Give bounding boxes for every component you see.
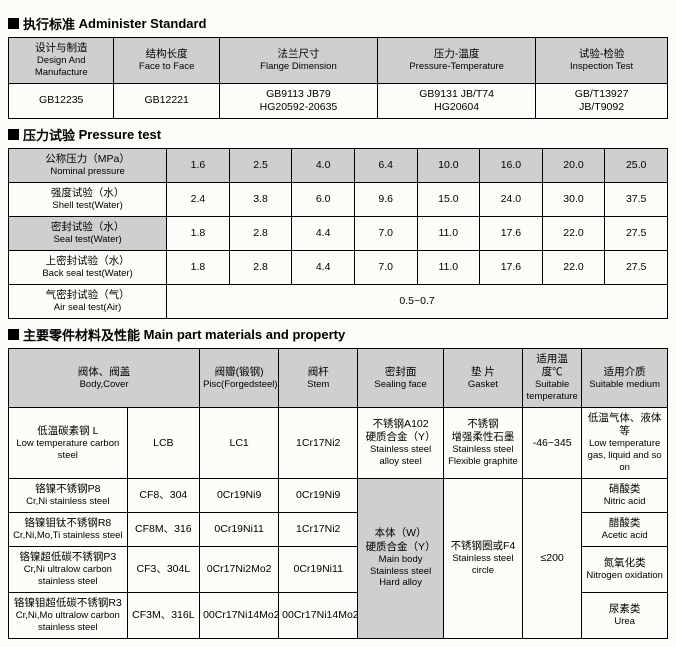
- row-label: 上密封试验（水）Back seal test(Water): [9, 251, 167, 285]
- cell: CF3M、316L: [127, 592, 199, 638]
- cell: 0Cr17Ni2Mo2: [200, 547, 279, 593]
- cell: 1.8: [167, 251, 230, 285]
- cell: 尿素类Urea: [582, 592, 668, 638]
- cell: 2.4: [167, 183, 230, 217]
- hdr-cell: 压力-温度Pressure-Temperature: [378, 38, 536, 84]
- row-label: 铬镍超低碳不锈钢P3Cr,Ni ultralow carbon stainles…: [9, 547, 128, 593]
- hdr-cell: 阀体、阀盖Body,Cover: [9, 349, 200, 408]
- cell: 不锈钢A102 硬质合金（Y）Stainless steel alloy ste…: [358, 408, 444, 479]
- cell: 4.4: [292, 251, 355, 285]
- administer-table: 设计与制造Design And Manufacture 结构长度Face to …: [8, 37, 668, 119]
- hdr-cell: 密封面Sealing face: [358, 349, 444, 408]
- hdr-cell: 结构长度Face to Face: [114, 38, 219, 84]
- row-label: 强度试验（水）Shell test(Water): [9, 183, 167, 217]
- cell: 11.0: [417, 251, 480, 285]
- title-cn: 主要零件材料及性能: [23, 325, 140, 344]
- cell: 00Cr17Ni14Mo2: [279, 592, 358, 638]
- cell: GB9113 JB79 HG20592-20635: [219, 83, 377, 118]
- cell: 3.8: [229, 183, 292, 217]
- cell: 7.0: [354, 217, 417, 251]
- cell: 硝酸类Nitric acid: [582, 479, 668, 513]
- cell: GB12221: [114, 83, 219, 118]
- cell: CF3、304L: [127, 547, 199, 593]
- cell: 不锈钢 增强柔性石墨Stainless steel Flexible graph…: [443, 408, 522, 479]
- section-title-materials: 主要零件材料及性能 Main part materials and proper…: [8, 325, 668, 344]
- cell: 1.8: [167, 217, 230, 251]
- cell: 16.0: [480, 149, 543, 183]
- cell: 22.0: [542, 217, 605, 251]
- cell: 27.5: [605, 217, 668, 251]
- cell: 30.0: [542, 183, 605, 217]
- title-en: Pressure test: [79, 127, 161, 142]
- row-label: 密封试验（水）Seal test(Water): [9, 217, 167, 251]
- cell: 0Cr19Ni9: [279, 479, 358, 513]
- hdr-cell: 阀瓣(锻钢)Pisc(Forgedsteel): [200, 349, 279, 408]
- cell: 1.6: [167, 149, 230, 183]
- cell: ≤200: [522, 479, 581, 639]
- row-label: 铬镍钼钛不锈钢R8Cr,Ni,Mo,Ti stainless steel: [9, 513, 128, 547]
- hdr-cell: 适用温度℃Suitable temperature: [522, 349, 581, 408]
- cell: 氮氧化类Nitrogen oxidation: [582, 547, 668, 593]
- cell: 11.0: [417, 217, 480, 251]
- cell: 37.5: [605, 183, 668, 217]
- title-cn: 压力试验: [23, 125, 75, 144]
- section-title-administer: 执行标准 Administer Standard: [8, 14, 668, 33]
- cell: GB9131 JB/T74 HG20604: [378, 83, 536, 118]
- cell: GB/T13927 JB/T9092: [536, 83, 668, 118]
- cell: 0.5~0.7: [167, 285, 668, 319]
- title-cn: 执行标准: [23, 14, 75, 33]
- hdr-cell: 设计与制造Design And Manufacture: [9, 38, 114, 84]
- cell: 0Cr19Ni11: [279, 547, 358, 593]
- cell: 不锈钢圈或F4Stainless steel circle: [443, 479, 522, 639]
- cell: 6.4: [354, 149, 417, 183]
- cell: 醋酸类Acetic acid: [582, 513, 668, 547]
- cell: 本体（W） 硬质合金（Y）Main body Stainless steel H…: [358, 479, 444, 639]
- cell: 4.4: [292, 217, 355, 251]
- title-en: Administer Standard: [79, 16, 207, 31]
- cell: 1Cr17Ni2: [279, 408, 358, 479]
- cell: 7.0: [354, 251, 417, 285]
- hdr-cell: 试验-检验Inspection Test: [536, 38, 668, 84]
- cell: LCB: [127, 408, 199, 479]
- cell: CF8M、316: [127, 513, 199, 547]
- cell: CF8、304: [127, 479, 199, 513]
- cell: 20.0: [542, 149, 605, 183]
- cell: -46~345: [522, 408, 581, 479]
- cell: 1Cr17Ni2: [279, 513, 358, 547]
- cell: 2.8: [229, 217, 292, 251]
- section-title-pressure: 压力试验 Pressure test: [8, 125, 668, 144]
- row-label: 气密封试验（气）Air seal test(Air): [9, 285, 167, 319]
- cell: 22.0: [542, 251, 605, 285]
- row-label: 铬镍不锈钢P8Cr,Ni stainless steel: [9, 479, 128, 513]
- cell: 0Cr19Ni9: [200, 479, 279, 513]
- cell: 17.6: [480, 251, 543, 285]
- cell: LC1: [200, 408, 279, 479]
- pressure-table: 公称压力（MPa）Nominal pressure 1.6 2.5 4.0 6.…: [8, 148, 668, 319]
- row-label: 铬镍钼超低碳不锈钢R3Cr,Ni,Mo ultralow carbon stai…: [9, 592, 128, 638]
- cell: 25.0: [605, 149, 668, 183]
- cell: 24.0: [480, 183, 543, 217]
- cell: 4.0: [292, 149, 355, 183]
- cell: 6.0: [292, 183, 355, 217]
- cell: 9.6: [354, 183, 417, 217]
- hdr-cell: 适用介质Suitable medium: [582, 349, 668, 408]
- cell: 低温气体、液体等Low temperature gas, liquid and …: [582, 408, 668, 479]
- title-en: Main part materials and property: [144, 327, 346, 342]
- cell: 0Cr19Ni11: [200, 513, 279, 547]
- cell: 15.0: [417, 183, 480, 217]
- cell: 2.8: [229, 251, 292, 285]
- cell: 00Cr17Ni14Mo2: [200, 592, 279, 638]
- materials-table: 阀体、阀盖Body,Cover 阀瓣(锻钢)Pisc(Forgedsteel) …: [8, 348, 668, 639]
- hdr-cell: 法兰尺寸Flange Dimension: [219, 38, 377, 84]
- cell: 10.0: [417, 149, 480, 183]
- hdr-cell: 阀杆Stem: [279, 349, 358, 408]
- row-label: 公称压力（MPa）Nominal pressure: [9, 149, 167, 183]
- cell: GB12235: [9, 83, 114, 118]
- cell: 17.6: [480, 217, 543, 251]
- row-label: 低温碳素钢 LLow temperature carbon steel: [9, 408, 128, 479]
- hdr-cell: 垫 片Gasket: [443, 349, 522, 408]
- cell: 27.5: [605, 251, 668, 285]
- cell: 2.5: [229, 149, 292, 183]
